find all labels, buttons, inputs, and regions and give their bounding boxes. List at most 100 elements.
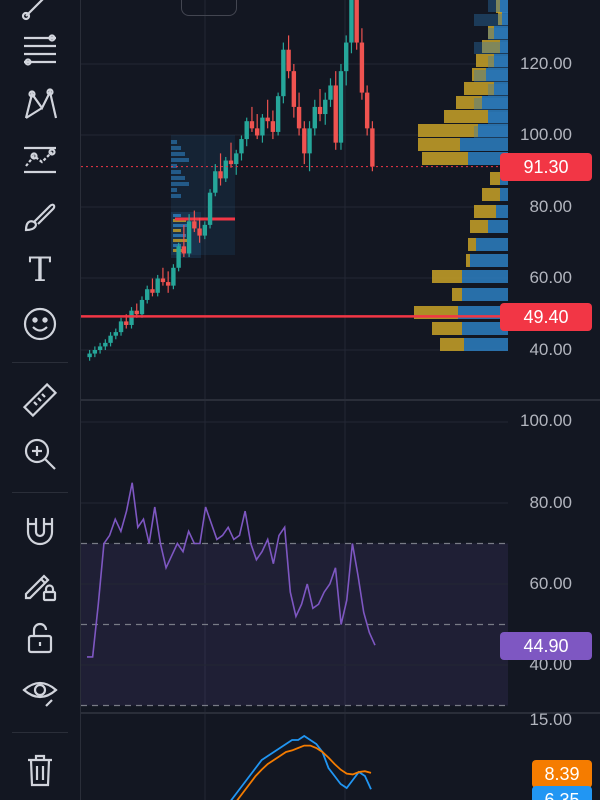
collapse-button[interactable]: [181, 0, 237, 16]
fixed-range-bar: [173, 244, 181, 247]
candle-body: [150, 289, 155, 293]
candle-body: [223, 160, 228, 179]
drawing-toolbar: T: [0, 0, 80, 800]
candle-body: [260, 117, 265, 136]
candle-body: [145, 289, 150, 300]
candle-body: [286, 49, 291, 72]
volume-profile-bar: [486, 68, 508, 81]
candle-body: [344, 42, 349, 72]
candle-body: [296, 106, 302, 129]
macd-line: [236, 744, 372, 800]
zoom-tool[interactable]: [14, 430, 66, 478]
rsi-line: [87, 482, 376, 658]
volume-profile-bar: [488, 0, 508, 12]
candle-body: [139, 299, 145, 315]
hide-tool[interactable]: [14, 668, 66, 716]
volume-profile-bar: [496, 0, 500, 13]
volume-profile-bar: [418, 138, 460, 151]
rsi-value-badge: 44.90: [500, 632, 592, 660]
rsi-axis-label: 80.00: [529, 493, 572, 512]
volume-profile-bar: [462, 270, 508, 283]
volume-profile-bar: [488, 112, 508, 124]
candle-body: [333, 85, 338, 143]
candle-body: [312, 106, 317, 129]
volume-profile-bar: [452, 288, 462, 301]
price-axis-label: 120.00: [520, 54, 572, 73]
fixed-range-bar: [171, 194, 181, 198]
volume-profile-bar: [468, 152, 508, 165]
ruler-tool[interactable]: [14, 376, 66, 424]
volume-profile-bar: [464, 338, 508, 351]
xabcd-pattern-icon: [24, 88, 58, 119]
fixed-range-bar: [171, 188, 177, 192]
price-axis-label: 60.00: [529, 268, 572, 287]
volume-profile-bar: [464, 82, 494, 95]
candle-body: [160, 278, 166, 283]
candle-body: [359, 42, 365, 93]
emoji-tool[interactable]: [14, 300, 66, 348]
volume-profile-bar: [474, 98, 508, 110]
volume-profile-bar: [470, 220, 488, 233]
chart-canvas[interactable]: [81, 0, 600, 800]
fixed-range-bar: [171, 140, 177, 144]
volume-profile-bar: [500, 0, 508, 13]
candle-body: [113, 332, 118, 336]
volume-profile-bar: [474, 42, 508, 54]
rsi-axis-label: 60.00: [529, 574, 572, 593]
candle-body: [87, 353, 92, 358]
volume-profile-bar: [474, 70, 508, 82]
volume-profile-bar: [418, 124, 478, 137]
candle-body: [323, 99, 328, 115]
magnet-tool[interactable]: [14, 506, 66, 554]
toolbar-divider: [80, 0, 81, 800]
candle-body: [239, 139, 244, 154]
price-axis-label: 80.00: [529, 197, 572, 216]
volume-profile-bar: [468, 238, 476, 251]
lock-drawing-tool[interactable]: [14, 560, 66, 608]
candle-body: [370, 128, 375, 167]
volume-profile-bar: [488, 220, 508, 233]
brush-tool[interactable]: [14, 192, 66, 240]
volume-profile-bar: [498, 12, 502, 25]
lock-tool[interactable]: [14, 614, 66, 662]
text-icon: T: [28, 250, 52, 290]
fixed-range-bar: [171, 176, 185, 180]
ruler-icon: [22, 382, 58, 418]
fixed-range-bar: [173, 239, 191, 242]
chart-area[interactable]: 120.00 100.00 80.00 60.00 40.00 91.30 49…: [81, 0, 600, 800]
volume-profile-bar: [494, 26, 508, 39]
candle-body: [244, 121, 249, 140]
volume-profile-bar: [494, 82, 508, 95]
fixed-range-bar: [173, 234, 186, 237]
candle-body: [317, 106, 323, 115]
candle-body: [176, 246, 181, 268]
candle-body: [328, 85, 333, 100]
fib-tool[interactable]: [14, 26, 66, 74]
macd-value-badge: 6.35: [532, 786, 592, 800]
volume-profile-bar: [432, 322, 462, 335]
candle-body: [207, 192, 213, 225]
trash-icon: [28, 754, 52, 787]
rsi-axis-label: 100.00: [520, 411, 572, 430]
volume-profile-bar: [466, 254, 470, 267]
pattern-tool[interactable]: [14, 80, 66, 128]
text-tool[interactable]: T: [14, 246, 66, 294]
volume-profile-bar: [502, 12, 508, 25]
candle-body: [92, 350, 98, 354]
pencil-lock-icon: [24, 574, 57, 602]
fixed-range-bar: [173, 214, 181, 217]
volume-profile-bar: [470, 254, 508, 267]
trendline-tool[interactable]: [14, 0, 66, 26]
delete-tool[interactable]: [14, 746, 66, 794]
forecast-tool[interactable]: [14, 136, 66, 184]
candle-body: [171, 267, 176, 286]
candle-body: [354, 0, 359, 43]
volume-profile-bar: [482, 96, 508, 109]
candle-body: [197, 228, 202, 236]
macd-line: [230, 734, 372, 800]
volume-profile-bar: [474, 126, 508, 138]
fixed-range-bar: [171, 152, 185, 156]
toolbar-separator: [12, 732, 68, 733]
candle-body: [186, 221, 192, 254]
volume-profile-bar: [488, 56, 508, 68]
